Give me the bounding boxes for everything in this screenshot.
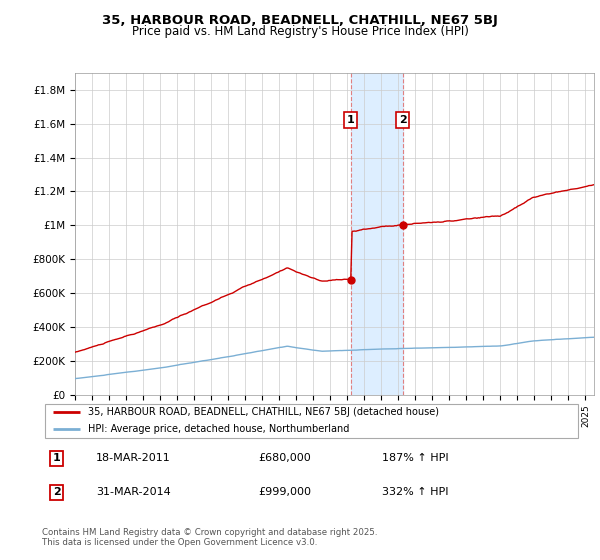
Text: 1: 1 [347,115,355,125]
Text: 35, HARBOUR ROAD, BEADNELL, CHATHILL, NE67 5BJ (detached house): 35, HARBOUR ROAD, BEADNELL, CHATHILL, NE… [88,407,439,417]
Bar [351,73,403,395]
Text: 18-MAR-2011: 18-MAR-2011 [96,453,171,463]
Text: £680,000: £680,000 [258,453,311,463]
Text: 332% ↑ HPI: 332% ↑ HPI [382,487,449,497]
Text: Contains HM Land Registry data © Crown copyright and database right 2025.
This d: Contains HM Land Registry data © Crown c… [42,528,377,547]
Text: Price paid vs. HM Land Registry's House Price Index (HPI): Price paid vs. HM Land Registry's House … [131,25,469,38]
FancyBboxPatch shape [45,404,578,438]
Text: 31-MAR-2014: 31-MAR-2014 [96,487,171,497]
Text: 35, HARBOUR ROAD, BEADNELL, CHATHILL, NE67 5BJ: 35, HARBOUR ROAD, BEADNELL, CHATHILL, NE… [102,14,498,27]
Text: 2: 2 [53,487,61,497]
Text: 2: 2 [398,115,406,125]
Text: HPI: Average price, detached house, Northumberland: HPI: Average price, detached house, Nort… [88,424,349,435]
Text: 1: 1 [53,453,61,463]
Text: 187% ↑ HPI: 187% ↑ HPI [382,453,449,463]
Text: £999,000: £999,000 [258,487,311,497]
